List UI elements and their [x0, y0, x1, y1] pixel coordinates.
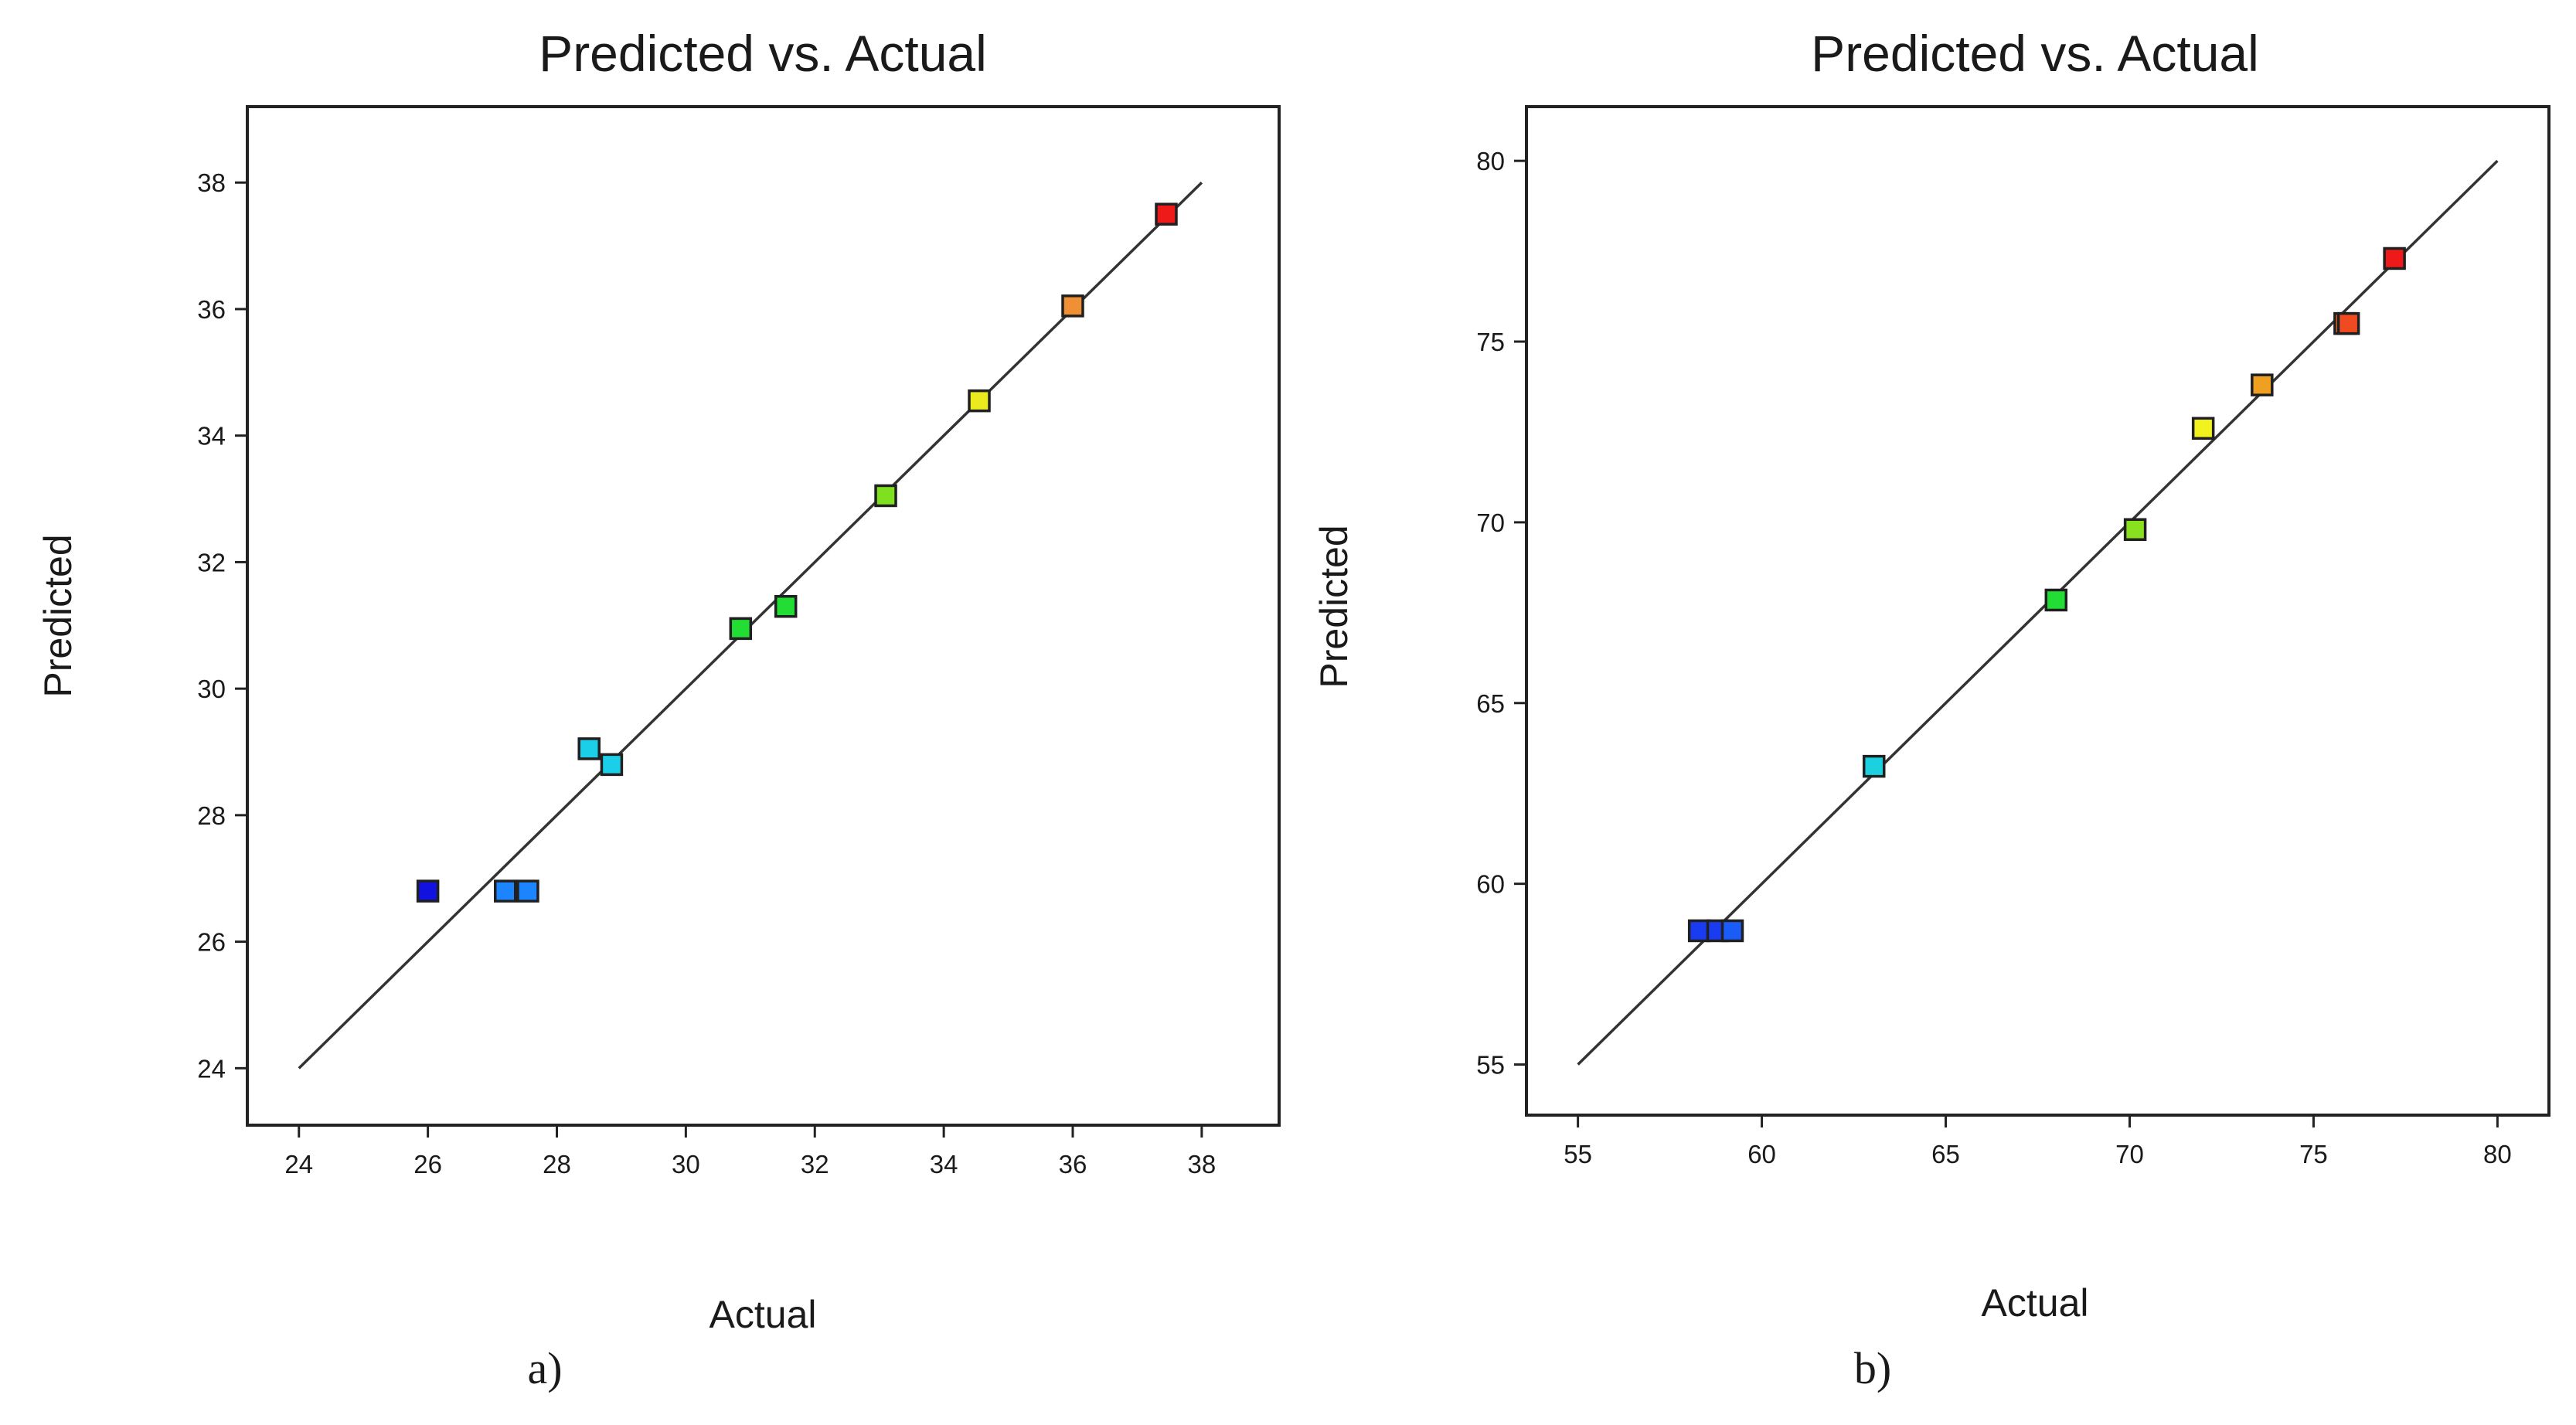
data-points-a: [416, 202, 1178, 903]
data-point: [2044, 588, 2068, 612]
panel-label-b: b): [1854, 1343, 1891, 1393]
x-tick-label: 80: [2483, 1140, 2512, 1168]
y-tick-label: 28: [197, 801, 226, 830]
y-tick-label: 24: [197, 1054, 226, 1083]
data-points-b: [1687, 247, 2406, 943]
plot-area-a: [246, 105, 1281, 1127]
data-point: [774, 594, 798, 618]
y-axis-ticks-b: 55 60 65 70 75 80: [1476, 147, 1526, 1080]
x-tick-label: 28: [543, 1150, 571, 1178]
data-point: [494, 879, 517, 903]
x-tick-label: 75: [2299, 1140, 2328, 1168]
x-axis-title-a: Actual: [710, 1293, 817, 1336]
x-axis-ticks-b: 55 60 65 70 75 80: [1564, 1115, 2512, 1168]
chart-panel-b: Predicted vs. Actual 55 60 65 70 75 80 55 60 65…: [1312, 25, 2550, 1393]
chart-title-a: Predicted vs. Actual: [539, 25, 987, 82]
x-axis-title-b: Actual: [1982, 1281, 2089, 1325]
panel-label-a: a): [527, 1343, 562, 1393]
y-tick-label: 60: [1476, 870, 1505, 899]
data-point: [1720, 919, 1744, 943]
data-point: [416, 879, 440, 903]
y-tick-label: 34: [197, 422, 226, 451]
y-axis-title-b: Predicted: [1312, 525, 1356, 688]
x-tick-label: 55: [1564, 1140, 1592, 1168]
x-axis-ticks-a: 24 26 28 30 32 34 36 38: [284, 1125, 1216, 1178]
data-point: [1155, 202, 1178, 226]
y-tick-label: 65: [1476, 689, 1505, 718]
x-tick-label: 24: [284, 1150, 313, 1178]
y-tick-label: 75: [1476, 328, 1505, 356]
y-axis-ticks-a: 24 26 28 30 32 34 36 38: [197, 168, 247, 1083]
x-tick-label: 32: [801, 1150, 829, 1178]
x-tick-label: 34: [930, 1150, 958, 1178]
x-tick-label: 60: [1747, 1140, 1776, 1168]
data-point: [2383, 247, 2406, 270]
x-tick-label: 65: [1931, 1140, 1960, 1168]
x-tick-label: 30: [672, 1150, 700, 1178]
data-point: [1687, 919, 1711, 943]
data-point: [2123, 518, 2147, 542]
data-point: [2336, 311, 2360, 335]
chart-panel-a: Predicted vs. Actual 24 26 28 30 32 34 36 38 24…: [36, 25, 1281, 1393]
y-tick-label: 80: [1476, 147, 1505, 175]
y-tick-label: 38: [197, 168, 226, 197]
y-tick-label: 36: [197, 295, 226, 324]
x-tick-label: 36: [1059, 1150, 1087, 1178]
data-point: [2251, 373, 2274, 396]
x-tick-label: 26: [413, 1150, 442, 1178]
y-tick-label: 26: [197, 928, 226, 957]
data-point: [874, 484, 897, 508]
data-point: [729, 617, 753, 641]
y-tick-label: 70: [1476, 508, 1505, 537]
x-tick-label: 70: [2115, 1140, 2144, 1168]
y-tick-label: 32: [197, 548, 226, 576]
data-point: [1862, 754, 1886, 778]
y-tick-label: 55: [1476, 1051, 1505, 1080]
data-point: [968, 389, 991, 413]
plot-area-b: [1525, 105, 2550, 1117]
y-axis-title-a: Predicted: [36, 534, 80, 697]
chart-title-b: Predicted vs. Actual: [1811, 25, 2259, 82]
reference-line-b: [1577, 159, 2499, 1066]
data-point: [1061, 294, 1084, 318]
data-point: [577, 737, 601, 760]
data-point: [2191, 417, 2215, 440]
y-tick-label: 30: [197, 675, 226, 703]
x-tick-label: 38: [1188, 1150, 1217, 1178]
data-point: [516, 879, 539, 903]
data-point: [600, 753, 624, 777]
